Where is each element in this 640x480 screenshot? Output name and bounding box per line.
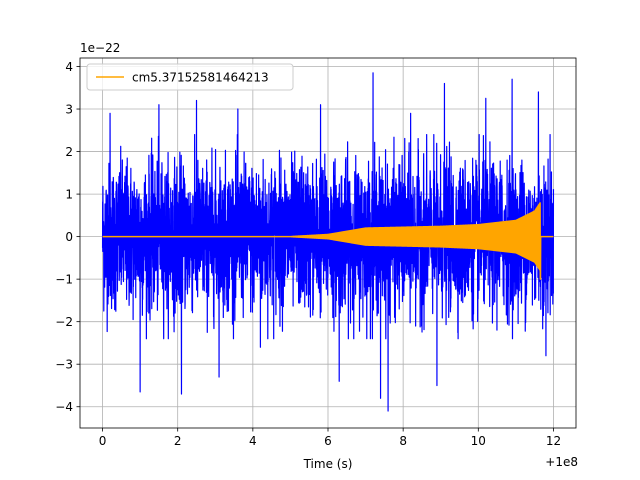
x-tick-label: 4	[249, 434, 257, 448]
x-tick-label: 12	[546, 434, 561, 448]
y-tick-label: −2	[55, 315, 73, 329]
series-chirp-line	[101, 202, 555, 280]
y-tick-label: 1	[65, 187, 73, 201]
series-layer	[101, 72, 555, 412]
x-tick-label: 2	[174, 434, 182, 448]
x-offset-label: +1e8	[545, 455, 578, 469]
legend-box	[86, 63, 294, 91]
x-tick-labels: 0 2 4 6 8 10 12	[99, 434, 561, 448]
y-tick-labels: −4 −3 −2 −1 0 1 2 3 4	[55, 60, 73, 414]
y-tick-label: 3	[65, 102, 73, 116]
x-tick-label: 10	[471, 434, 486, 448]
series-noise-line	[101, 72, 555, 412]
x-tick-label: 6	[324, 434, 332, 448]
x-axis-label: Time (s)	[303, 457, 353, 471]
y-tick-label: −3	[55, 358, 73, 372]
legend: cm5.37152581464213	[86, 63, 294, 91]
x-tick-label: 0	[99, 434, 107, 448]
x-tick-label: 8	[399, 434, 407, 448]
y-tick-label: 2	[65, 145, 73, 159]
y-scale-label: 1e−22	[80, 41, 120, 55]
axis-ticks	[76, 66, 554, 432]
y-tick-label: 4	[65, 60, 73, 74]
legend-label-cm: cm5.37152581464213	[132, 71, 269, 85]
y-tick-label: −4	[55, 400, 73, 414]
y-tick-label: −1	[55, 272, 73, 286]
y-tick-label: 0	[65, 230, 73, 244]
